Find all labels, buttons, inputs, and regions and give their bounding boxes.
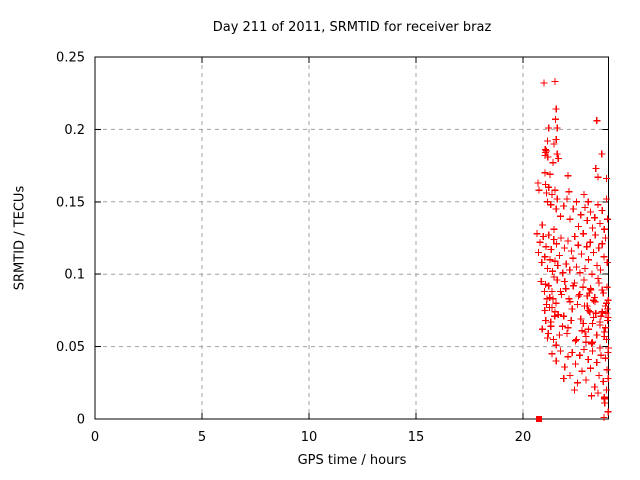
x-tick-label: 15 xyxy=(408,430,425,445)
x-axis-label: GPS time / hours xyxy=(297,453,407,468)
x-tick-label: 0 xyxy=(91,430,99,445)
x-tick-label: 5 xyxy=(198,430,206,445)
x-tick-label: 10 xyxy=(301,430,318,445)
y-tick-label: 0.25 xyxy=(56,51,85,66)
plot-border xyxy=(94,56,610,420)
y-tick-label: 0.2 xyxy=(64,123,85,138)
data-point-square xyxy=(536,416,543,422)
y-tick-label: 0.1 xyxy=(64,268,85,283)
chart-title: Day 211 of 2011, SRMTID for receiver bra… xyxy=(212,20,492,35)
y-tick-label: 0.05 xyxy=(56,340,85,355)
y-tick-label: 0 xyxy=(77,413,85,428)
data-points-plus xyxy=(533,78,612,422)
y-tick-label: 0.15 xyxy=(56,195,85,210)
x-tick-label: 20 xyxy=(515,430,532,445)
